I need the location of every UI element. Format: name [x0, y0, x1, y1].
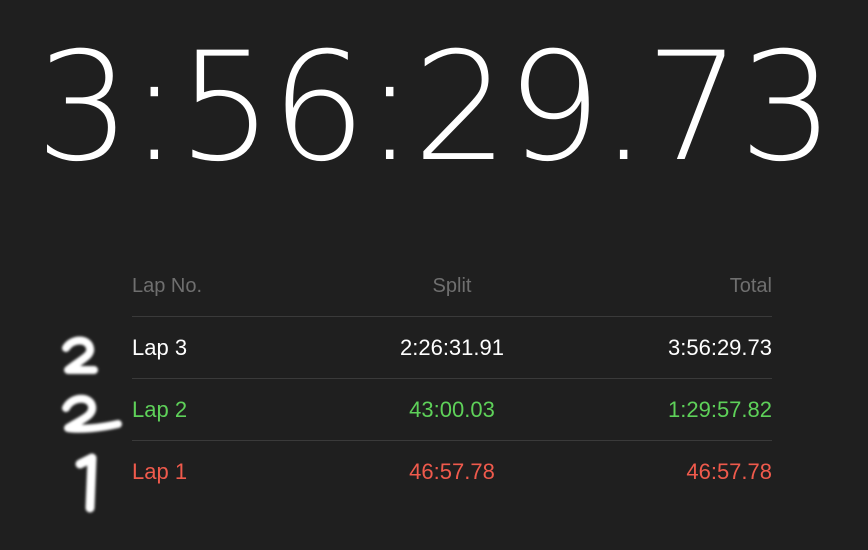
- lap-row-2: Lap 2 43:00.03 1:29:57.82: [132, 379, 772, 441]
- lap-split: 43:00.03: [409, 396, 495, 422]
- lap-number: Lap 3: [132, 334, 188, 360]
- lap-total: 1:29:57.82: [668, 396, 772, 422]
- lap-number: Lap 2: [132, 396, 188, 422]
- header-split: Split: [432, 274, 472, 297]
- lap-row-3: Lap 3 2:26:31.91 3:56:29.73: [132, 317, 772, 379]
- lap-table: Lap No. Split Total Lap 3 2:26:31.91 3:5…: [132, 256, 772, 502]
- lap-total: 3:56:29.73: [668, 334, 772, 360]
- elapsed-time-display: 3:56:29.73: [35, 21, 835, 195]
- lap-number: Lap 1: [132, 458, 188, 484]
- lap-total: 46:57.78: [686, 458, 772, 484]
- header-lap-number: Lap No.: [132, 274, 203, 297]
- header-total: Total: [729, 274, 772, 297]
- handwritten-digit-1: [62, 336, 98, 374]
- lap-row-1: Lap 1 46:57.78 46:57.78: [132, 441, 772, 502]
- handwritten-annotations: [50, 330, 130, 530]
- handwritten-digit-3: [75, 453, 97, 513]
- lap-split: 46:57.78: [409, 458, 495, 484]
- lap-table-header: Lap No. Split Total: [132, 256, 772, 317]
- handwritten-digit-2: [62, 394, 122, 433]
- lap-split: 2:26:31.91: [400, 334, 504, 360]
